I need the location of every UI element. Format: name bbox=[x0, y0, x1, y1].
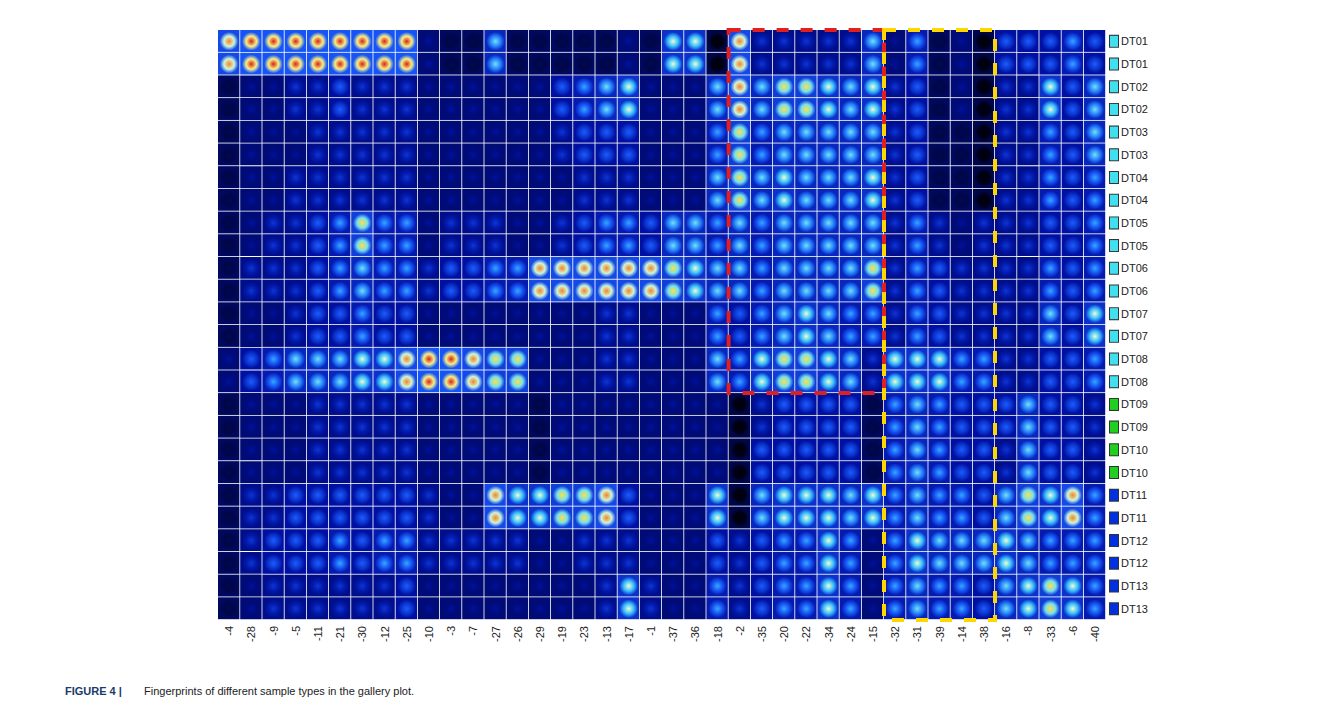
svg-text:DT12: DT12 bbox=[1121, 535, 1148, 547]
svg-text:DT09: DT09 bbox=[1121, 421, 1148, 433]
svg-text:-25: -25 bbox=[401, 626, 413, 642]
svg-text:DT13: DT13 bbox=[1121, 603, 1148, 615]
svg-text:-17: -17 bbox=[623, 626, 635, 642]
svg-text:-33: -33 bbox=[1045, 626, 1057, 642]
svg-text:-2: -2 bbox=[734, 626, 746, 636]
svg-text:-23: -23 bbox=[578, 626, 590, 642]
svg-text:-38: -38 bbox=[978, 626, 990, 642]
svg-text:-30: -30 bbox=[356, 626, 368, 642]
svg-text:DT05: DT05 bbox=[1121, 240, 1148, 252]
svg-text:DT13: DT13 bbox=[1121, 580, 1148, 592]
svg-text:-27: -27 bbox=[490, 626, 502, 642]
svg-text:DT03: DT03 bbox=[1121, 149, 1148, 161]
svg-text:DT02: DT02 bbox=[1121, 103, 1148, 115]
svg-text:-34: -34 bbox=[823, 626, 835, 642]
svg-text:DT11: DT11 bbox=[1121, 489, 1147, 501]
svg-text:FIGURE 4 |: FIGURE 4 | bbox=[65, 685, 122, 697]
svg-text:DT10: DT10 bbox=[1121, 467, 1148, 479]
svg-text:-29: -29 bbox=[534, 626, 546, 642]
svg-text:-12: -12 bbox=[379, 626, 391, 642]
svg-text:-11: -11 bbox=[312, 626, 324, 641]
svg-text:DT07: DT07 bbox=[1121, 330, 1148, 342]
svg-text:-24: -24 bbox=[845, 626, 857, 642]
svg-text:DT10: DT10 bbox=[1121, 444, 1148, 456]
svg-text:-37: -37 bbox=[667, 626, 679, 642]
svg-text:DT06: DT06 bbox=[1121, 285, 1148, 297]
svg-text:-9: -9 bbox=[268, 626, 280, 636]
svg-text:-16: -16 bbox=[1000, 626, 1012, 642]
svg-text:-28: -28 bbox=[245, 626, 257, 642]
svg-text:-8: -8 bbox=[1022, 626, 1034, 636]
svg-text:Fingerprints of different samp: Fingerprints of different sample types i… bbox=[141, 685, 414, 697]
svg-text:-13: -13 bbox=[601, 626, 613, 642]
svg-text:DT08: DT08 bbox=[1121, 353, 1148, 365]
svg-text:DT04: DT04 bbox=[1121, 172, 1148, 184]
svg-text:DT03: DT03 bbox=[1121, 126, 1148, 138]
svg-text:-4: -4 bbox=[223, 626, 235, 636]
svg-text:-32: -32 bbox=[889, 626, 901, 642]
svg-text:-31: -31 bbox=[911, 626, 923, 642]
svg-text:DT02: DT02 bbox=[1121, 81, 1148, 93]
svg-text:-15: -15 bbox=[867, 626, 879, 642]
svg-text:-26: -26 bbox=[512, 626, 524, 642]
svg-text:DT05: DT05 bbox=[1121, 217, 1148, 229]
svg-text:-40: -40 bbox=[1089, 626, 1101, 642]
svg-text:DT11: DT11 bbox=[1121, 512, 1147, 524]
svg-text:-5: -5 bbox=[290, 626, 302, 636]
svg-text:-36: -36 bbox=[689, 626, 701, 642]
svg-text:-21: -21 bbox=[334, 626, 346, 642]
svg-text:-3: -3 bbox=[445, 626, 457, 636]
svg-text:-22: -22 bbox=[800, 626, 812, 642]
svg-text:-10: -10 bbox=[423, 626, 435, 642]
svg-text:DT08: DT08 bbox=[1121, 376, 1148, 388]
svg-text:-14: -14 bbox=[956, 626, 968, 642]
svg-text:DT01: DT01 bbox=[1121, 58, 1148, 70]
svg-text:-20: -20 bbox=[778, 626, 790, 642]
svg-text:-7: -7 bbox=[467, 626, 479, 636]
svg-text:DT12: DT12 bbox=[1121, 557, 1148, 569]
svg-text:-19: -19 bbox=[556, 626, 568, 642]
svg-text:-1: -1 bbox=[645, 626, 657, 636]
svg-text:-6: -6 bbox=[1067, 626, 1079, 636]
svg-text:DT01: DT01 bbox=[1121, 35, 1148, 47]
svg-text:-18: -18 bbox=[712, 626, 724, 642]
svg-text:DT09: DT09 bbox=[1121, 398, 1148, 410]
svg-text:DT04: DT04 bbox=[1121, 194, 1148, 206]
svg-text:-39: -39 bbox=[934, 626, 946, 642]
svg-text:DT07: DT07 bbox=[1121, 308, 1148, 320]
svg-text:-35: -35 bbox=[756, 626, 768, 642]
svg-text:DT06: DT06 bbox=[1121, 262, 1148, 274]
